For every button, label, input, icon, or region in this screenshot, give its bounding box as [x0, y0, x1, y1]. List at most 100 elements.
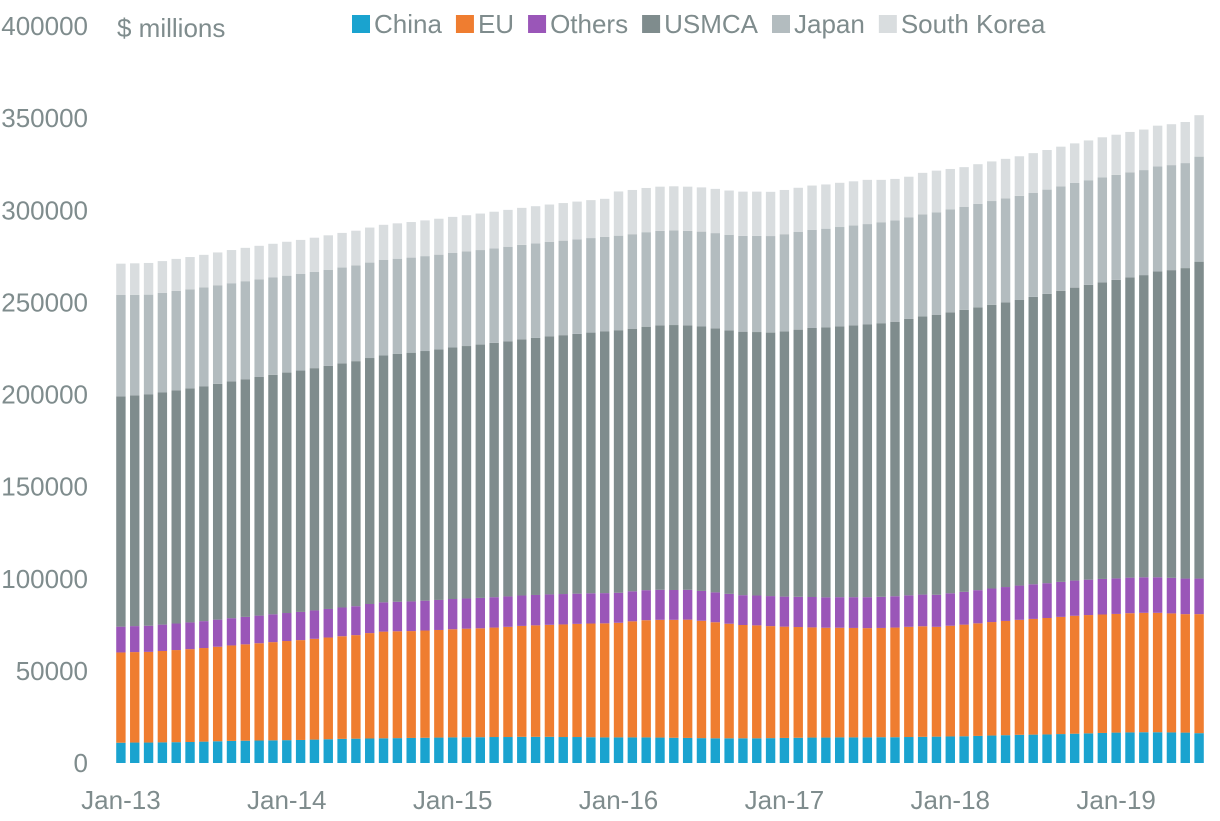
- bar-segment-china: [420, 737, 430, 763]
- legend-label-south-korea: South Korea: [901, 9, 1046, 39]
- bar-segment-south-korea: [973, 164, 983, 204]
- bar-segment-others: [254, 615, 264, 644]
- bar-segment-others: [434, 599, 444, 630]
- bar-segment-japan: [1152, 166, 1163, 272]
- bar-segment-japan: [1139, 170, 1149, 276]
- bar-segment-japan: [489, 248, 499, 343]
- bar-segment-others: [378, 602, 389, 632]
- bar-segment-usmca: [862, 324, 873, 598]
- bar-segment-south-korea: [1083, 140, 1094, 181]
- bar-segment-usmca: [309, 368, 320, 611]
- bar-segment-eu: [613, 622, 624, 738]
- bar-segment-usmca: [116, 396, 126, 627]
- bar-segment-south-korea: [696, 187, 707, 232]
- bar-segment-japan: [793, 231, 803, 330]
- bar-segment-japan: [890, 220, 900, 322]
- bar-segment-japan: [461, 251, 472, 347]
- bar-segment-usmca: [337, 363, 347, 608]
- bar-segment-japan: [157, 292, 168, 393]
- x-tick-label: Jan-18: [911, 785, 991, 815]
- bar-segment-usmca: [1139, 275, 1149, 578]
- bar-segment-south-korea: [406, 222, 416, 258]
- bar-segment-usmca: [1111, 279, 1121, 579]
- bar-segment-others: [240, 616, 251, 645]
- bar-segment-usmca: [489, 342, 499, 598]
- bar-segment-japan: [475, 250, 485, 345]
- bar-segment-china: [392, 738, 403, 763]
- bar-segment-south-korea: [1166, 124, 1177, 166]
- bar-segment-eu: [1152, 612, 1163, 733]
- bar-segment-china: [378, 738, 389, 763]
- bar-segment-others: [655, 589, 665, 620]
- bar-segment-others: [586, 593, 596, 624]
- bar-segment-japan: [945, 209, 955, 313]
- bar-segment-eu: [835, 627, 845, 738]
- bar-segment-others: [1166, 577, 1177, 614]
- bar-segment-japan: [226, 283, 237, 382]
- bar-segment-eu: [323, 637, 333, 740]
- bar-segment-eu: [821, 627, 831, 738]
- bar-segment-china: [738, 738, 748, 763]
- bar-segment-others: [517, 595, 527, 626]
- bar-segment-usmca: [848, 325, 859, 598]
- bar-segment-japan: [351, 265, 361, 362]
- bar-segment-japan: [503, 246, 513, 342]
- bar-segment-eu: [503, 626, 513, 738]
- bar-segment-others: [558, 594, 568, 625]
- legend: China EU Others USMCA Japan South Korea: [352, 9, 1046, 39]
- bar-segment-japan: [530, 243, 541, 338]
- bar-segment-eu: [931, 626, 942, 737]
- bar-segment-usmca: [378, 355, 389, 603]
- bar-segment-japan: [682, 230, 693, 326]
- bar-segment-china: [143, 742, 154, 763]
- bar-segment-china: [1166, 732, 1177, 763]
- bar-segment-south-korea: [1097, 137, 1108, 178]
- bar-segment-usmca: [655, 325, 665, 590]
- bar-segment-others: [489, 597, 499, 628]
- bar-segment-south-korea: [848, 181, 859, 226]
- bar-segment-south-korea: [765, 191, 776, 237]
- bar-segment-others: [392, 601, 403, 632]
- bar-segment-others: [268, 614, 278, 643]
- bar-segment-others: [143, 625, 154, 652]
- bar-segment-eu: [420, 630, 430, 738]
- bar-segment-others: [475, 597, 485, 629]
- bar-segment-japan: [199, 287, 209, 387]
- bar-segment-south-korea: [779, 189, 790, 235]
- bar-segment-others: [931, 594, 942, 627]
- bar-segment-others: [1139, 577, 1149, 613]
- bar-segment-china: [254, 740, 264, 763]
- bar-segment-china: [295, 739, 306, 763]
- bar-segment-others: [862, 597, 873, 629]
- bar-segment-eu: [351, 635, 361, 739]
- bar-segment-usmca: [613, 330, 624, 593]
- bar-segment-eu: [1194, 614, 1204, 734]
- bar-segment-south-korea: [461, 215, 472, 252]
- bar-segment-others: [1180, 578, 1190, 615]
- bar-segment-eu: [669, 619, 679, 738]
- bar-segment-usmca: [945, 312, 955, 594]
- bar-segment-china: [337, 738, 347, 763]
- bar-segment-eu: [765, 626, 776, 739]
- bar-segment-eu: [793, 627, 803, 738]
- bar-segment-china: [461, 737, 472, 763]
- bar-segment-south-korea: [862, 179, 873, 225]
- bar-segment-others: [309, 610, 320, 639]
- bar-segment-china: [710, 738, 720, 763]
- bar-segment-eu: [1028, 618, 1038, 735]
- bar-segment-japan: [295, 274, 306, 371]
- bar-segment-south-korea: [572, 201, 582, 240]
- bar-segment-south-korea: [1028, 153, 1038, 193]
- bar-segment-usmca: [1014, 299, 1025, 586]
- bar-segment-eu: [171, 650, 181, 743]
- bar-segment-china: [530, 736, 541, 763]
- bar-segment-eu: [130, 652, 140, 743]
- bar-segment-eu: [904, 626, 914, 738]
- bar-segment-others: [835, 597, 845, 628]
- bar-segment-others: [1152, 577, 1163, 613]
- bar-segment-japan: [835, 227, 845, 327]
- y-tick-label: 50000: [16, 656, 88, 686]
- bar-segment-usmca: [931, 314, 942, 595]
- bar-segment-south-korea: [655, 186, 665, 231]
- bar-segment-eu: [1069, 615, 1080, 734]
